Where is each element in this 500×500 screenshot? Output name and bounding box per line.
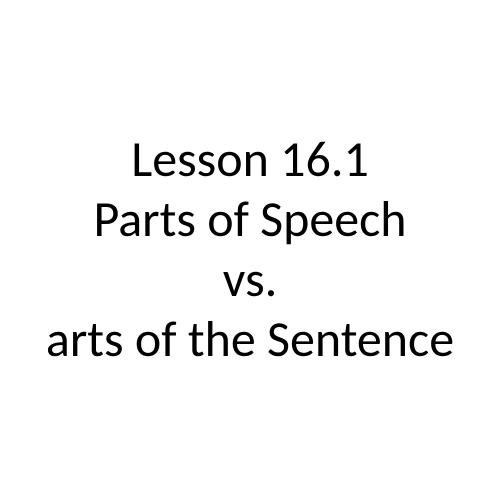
title-line-1: Lesson 16.1 — [46, 130, 454, 190]
title-line-3: vs. — [46, 250, 454, 310]
title-line-4: arts of the Sentence — [46, 310, 454, 370]
slide-content: Lesson 16.1 Parts of Speech vs. arts of … — [46, 130, 454, 370]
title-line-2: Parts of Speech — [46, 190, 454, 250]
